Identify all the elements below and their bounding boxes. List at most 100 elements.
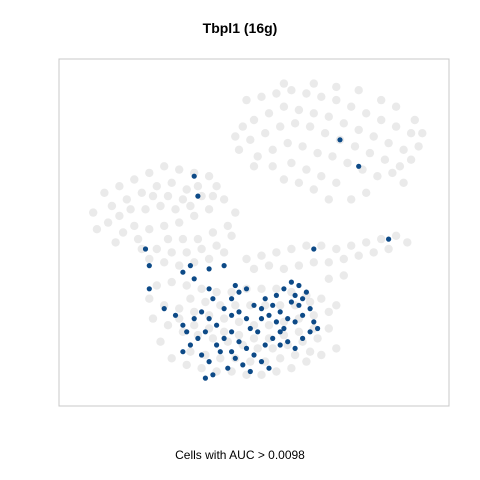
highlighted-cell-point — [180, 349, 185, 354]
cell-point — [242, 255, 250, 263]
highlighted-cell-point — [274, 319, 279, 324]
cell-point — [183, 248, 191, 256]
cell-point — [377, 116, 385, 124]
highlighted-cell-point — [222, 336, 227, 341]
highlighted-cell-point — [180, 270, 185, 275]
cell-point — [276, 122, 284, 130]
cell-point — [280, 265, 288, 273]
cell-point — [418, 129, 426, 137]
cell-point — [168, 179, 176, 187]
highlighted-cell-point — [207, 266, 212, 271]
cell-point — [141, 205, 149, 213]
cell-point — [302, 89, 310, 97]
cell-point — [310, 258, 318, 266]
cell-point — [179, 195, 187, 203]
highlighted-cell-point — [203, 376, 208, 381]
cell-point — [355, 252, 363, 260]
cell-point — [396, 162, 404, 170]
highlighted-cell-point — [293, 293, 298, 298]
cell-point — [108, 202, 116, 210]
cell-point — [168, 248, 176, 256]
highlighted-cell-point — [210, 372, 215, 377]
cell-point — [295, 106, 303, 114]
cell-point — [280, 79, 288, 87]
highlighted-cell-point — [225, 366, 230, 371]
cell-point — [123, 195, 131, 203]
highlighted-cell-point — [199, 309, 204, 314]
cell-point — [340, 119, 348, 127]
cell-point — [205, 205, 213, 213]
cell-point — [325, 275, 333, 283]
cell-point — [272, 367, 280, 375]
highlighted-cell-point — [259, 306, 264, 311]
cell-point — [209, 334, 217, 342]
highlighted-cell-point — [270, 336, 275, 341]
highlighted-cell-point — [251, 352, 256, 357]
cell-point — [287, 245, 295, 253]
cell-point — [111, 238, 119, 246]
cell-point — [343, 159, 351, 167]
cell-point — [134, 235, 142, 243]
cell-point — [220, 314, 228, 322]
cell-point — [197, 245, 205, 253]
cell-point — [149, 192, 157, 200]
cell-point — [205, 172, 213, 180]
highlighted-cell-point — [188, 342, 193, 347]
cell-point — [332, 179, 340, 187]
cell-point — [407, 156, 415, 164]
cell-point — [317, 93, 325, 101]
cell-point — [392, 122, 400, 130]
cell-point — [291, 119, 299, 127]
cell-point — [212, 242, 220, 250]
highlighted-cell-point — [207, 316, 212, 321]
cell-point — [355, 126, 363, 134]
highlighted-cell-point — [293, 346, 298, 351]
highlighted-cell-point — [248, 369, 253, 374]
cell-point — [313, 334, 321, 342]
cell-point — [306, 348, 314, 356]
cell-point — [212, 182, 220, 190]
cell-point — [399, 146, 407, 154]
highlighted-cell-point — [244, 286, 249, 291]
highlighted-cell-point — [229, 296, 234, 301]
cell-point — [209, 228, 217, 236]
cell-point — [231, 301, 239, 309]
cell-point — [321, 129, 329, 137]
cell-point — [302, 357, 310, 365]
highlighted-cell-point — [218, 349, 223, 354]
cell-point — [287, 364, 295, 372]
highlighted-cell-point — [229, 329, 234, 334]
cell-point — [130, 175, 138, 183]
cell-point — [190, 308, 198, 316]
cell-point — [295, 261, 303, 269]
cell-point — [325, 308, 333, 316]
highlighted-cell-point — [195, 336, 200, 341]
cell-point — [145, 295, 153, 303]
cell-point — [325, 195, 333, 203]
highlighted-cell-point — [278, 329, 283, 334]
highlighted-cell-point — [266, 313, 271, 318]
cell-point — [340, 271, 348, 279]
highlighted-cell-point — [263, 296, 268, 301]
highlighted-cell-point — [266, 366, 271, 371]
cell-point — [384, 245, 392, 253]
cell-point — [332, 96, 340, 104]
cell-point — [399, 179, 407, 187]
cell-point — [153, 182, 161, 190]
cell-point — [164, 192, 172, 200]
cell-point — [201, 298, 209, 306]
cell-point — [310, 185, 318, 193]
highlighted-cell-point — [311, 319, 316, 324]
highlighted-cell-point — [195, 194, 200, 199]
cell-point — [407, 129, 415, 137]
highlighted-cell-point — [192, 316, 197, 321]
highlighted-cell-point — [337, 137, 342, 142]
highlighted-cell-point — [229, 313, 234, 318]
cell-point — [220, 195, 228, 203]
cell-point — [171, 205, 179, 213]
cell-point — [235, 331, 243, 339]
cell-point — [340, 255, 348, 263]
cell-point — [280, 175, 288, 183]
cell-point — [392, 232, 400, 240]
cell-point — [347, 242, 355, 250]
